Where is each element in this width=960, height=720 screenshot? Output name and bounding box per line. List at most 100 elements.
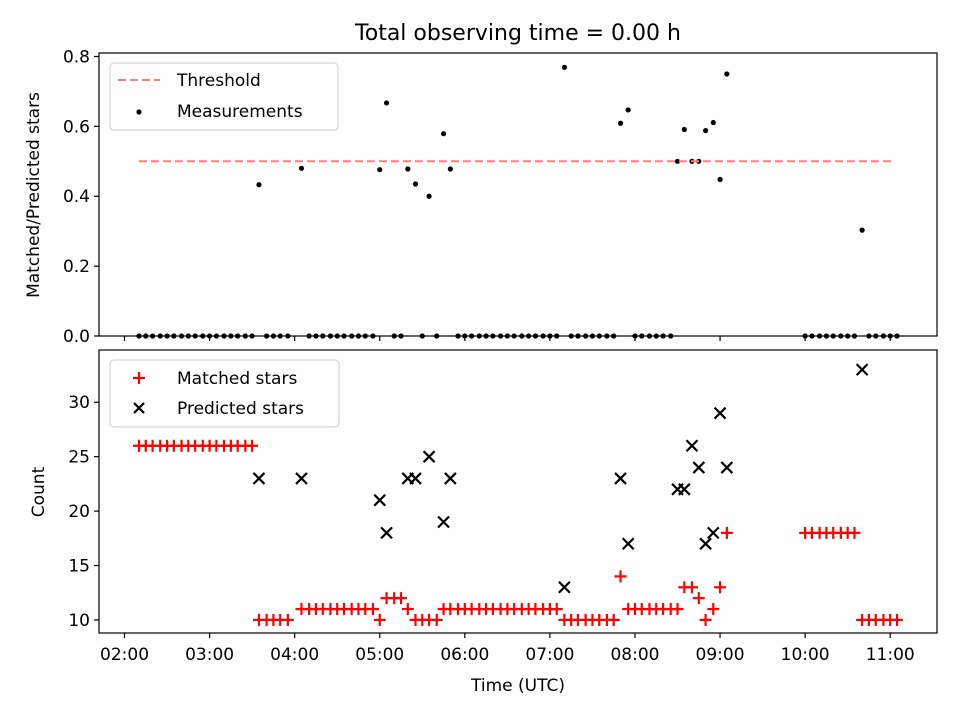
- legend-measurements-swatch: [136, 109, 142, 115]
- top-legend: Threshold Measurements: [109, 62, 339, 131]
- measurement-point: [298, 165, 305, 171]
- y-tick-label: 15: [68, 557, 90, 577]
- measurement-point: [625, 107, 631, 113]
- measurement-point: [447, 166, 453, 172]
- legend-frame: [109, 62, 339, 131]
- predicted-star-point: [678, 483, 691, 496]
- predicted-star-point: [614, 472, 627, 485]
- y-tick-label: 0.0: [63, 327, 90, 347]
- x-tick-label: 07:00: [525, 645, 574, 665]
- matched-star-point: [281, 613, 294, 626]
- matched-star-point: [692, 592, 705, 605]
- measurement-point: [256, 182, 262, 188]
- predicted-star-point: [380, 526, 393, 540]
- legend-matched-swatch: [133, 372, 145, 384]
- predicted-star-point: [252, 472, 266, 485]
- bottom-x-axis-label: Time (UTC): [470, 676, 565, 696]
- matched-star-point: [366, 603, 379, 616]
- legend-label-measurements: Measurements: [177, 102, 303, 122]
- x-tick-label: 02:00: [100, 645, 149, 665]
- predicted-star-point: [685, 439, 699, 453]
- top-y-axis-ticks: 0.0 0.2 0.4 0.6 0.8: [63, 47, 99, 347]
- measurement-point: [702, 127, 709, 134]
- matched-star-point: [714, 581, 727, 594]
- bottom-y-axis-ticks: 10 15 20 25 30: [68, 393, 99, 631]
- x-tick-label: 06:00: [440, 645, 489, 665]
- predicted-star-point: [558, 581, 571, 594]
- x-tick-label: 11:00: [866, 645, 915, 665]
- star-count-points: [132, 363, 904, 626]
- matched-star-point: [685, 581, 698, 594]
- matched-star-point: [707, 603, 720, 616]
- predicted-star-point: [713, 406, 727, 420]
- predicted-star-point: [444, 472, 457, 485]
- measurement-point: [440, 131, 447, 137]
- bottom-axes-frame: [98, 349, 938, 634]
- bottom-legend: Matched stars Predicted stars: [109, 359, 340, 428]
- measurement-point: [859, 227, 865, 233]
- measurement-point: [724, 71, 730, 77]
- x-tick-label: 08:00: [610, 645, 659, 665]
- x-tick-label: 09:00: [696, 645, 745, 665]
- bottom-y-axis-label: Count: [29, 466, 49, 517]
- x-tick-label: 04:00: [270, 645, 319, 665]
- measurement-point: [674, 158, 681, 164]
- measurement-point: [710, 119, 716, 126]
- predicted-star-point: [699, 537, 712, 551]
- predicted-star-point: [692, 461, 706, 474]
- predicted-star-point: [855, 363, 869, 376]
- measurement-point: [617, 120, 624, 126]
- y-tick-label: 20: [68, 502, 90, 522]
- x-tick-label: 03:00: [185, 645, 234, 665]
- top-x-axis-ticks: [123, 336, 891, 341]
- predicted-star-point: [706, 526, 720, 540]
- predicted-star-point: [437, 515, 450, 529]
- y-tick-label: 0.4: [63, 187, 90, 207]
- matched-star-point: [720, 526, 733, 539]
- legend-label-threshold: Threshold: [176, 71, 261, 91]
- matched-star-point: [848, 526, 861, 539]
- ratio-panel: 0.00.20.40.60.8 Matched/Predicted stars …: [24, 47, 938, 347]
- count-panel: 10 15 20 25 30 02:00 03:00 04:00 05:00 06:00 07:0…: [29, 349, 938, 696]
- y-tick-label: 0.8: [63, 47, 90, 67]
- y-tick-label: 0.6: [63, 117, 90, 137]
- x-tick-label: 05:00: [355, 645, 404, 665]
- measurement-point: [426, 193, 432, 199]
- measurement-point: [405, 166, 411, 172]
- predicted-star-point: [373, 493, 387, 507]
- legend-frame: [109, 359, 340, 428]
- predicted-star-point: [621, 537, 635, 551]
- matched-star-point: [373, 613, 386, 626]
- matched-star-point: [430, 613, 443, 626]
- matched-star-point: [246, 439, 259, 452]
- legend-predicted-swatch: [133, 402, 145, 414]
- matched-star-point: [671, 603, 684, 616]
- top-y-axis-label: Matched/Predicted stars: [24, 92, 44, 298]
- predicted-star-point: [409, 472, 422, 485]
- measurement-point: [681, 126, 687, 133]
- matched-star-point: [395, 592, 408, 605]
- legend-label-matched: Matched stars: [177, 369, 297, 389]
- matched-star-point: [891, 613, 904, 626]
- measurement-point: [717, 176, 723, 183]
- y-tick-label: 10: [68, 611, 90, 631]
- y-tick-label: 25: [68, 448, 90, 468]
- chart-title: Total observing time = 0.00 h: [354, 21, 681, 46]
- bottom-x-axis-ticks: 02:00 03:00 04:00 05:00 06:00 07:00 08:00 09:00…: [100, 633, 915, 665]
- matched-star-point: [401, 603, 414, 616]
- measurement-point: [561, 64, 567, 70]
- matched-star-point: [699, 613, 712, 626]
- predicted-star-point: [295, 472, 308, 485]
- matched-star-point: [607, 613, 620, 626]
- y-tick-label: 0.2: [63, 257, 90, 277]
- predicted-star-point: [720, 461, 734, 474]
- legend-label-predicted: Predicted stars: [177, 399, 304, 419]
- x-tick-label: 10:00: [781, 645, 830, 665]
- top-axes-frame: [98, 52, 938, 337]
- matched-star-point: [550, 603, 563, 616]
- measurement-point: [377, 167, 383, 173]
- predicted-star-point: [422, 450, 436, 463]
- matched-star-point: [614, 570, 627, 583]
- measurement-point: [412, 181, 419, 187]
